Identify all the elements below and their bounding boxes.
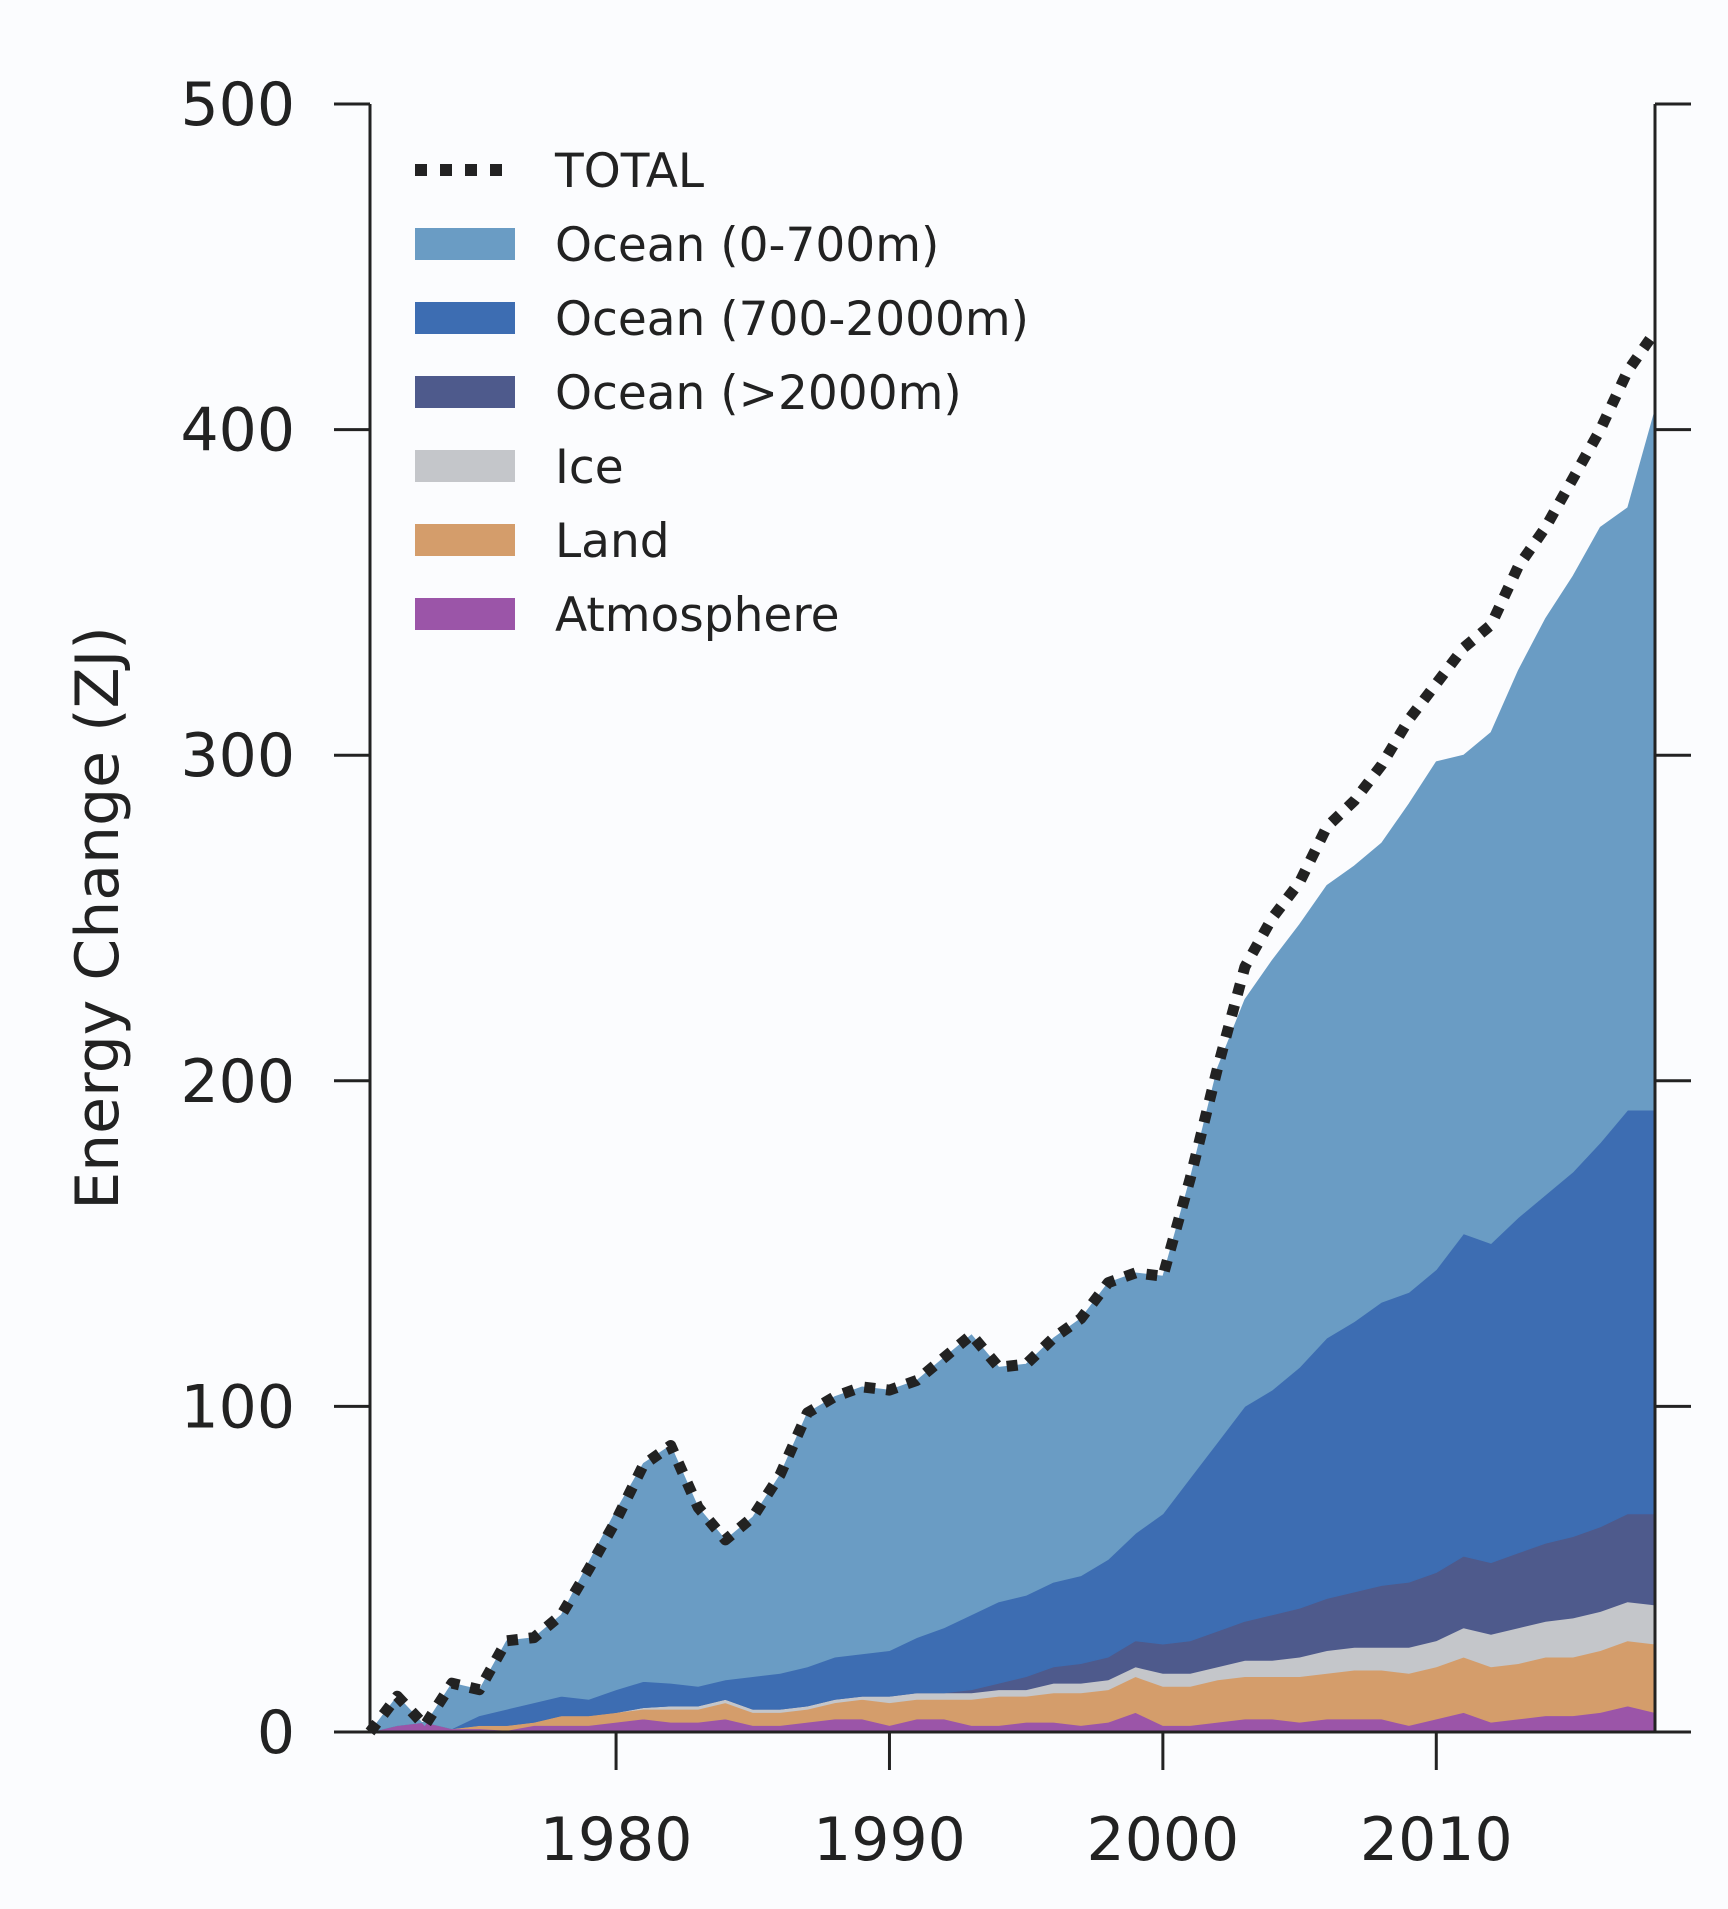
legend-label-atmosphere: Atmosphere [555,588,840,643]
y-tick-label: 300 [180,721,295,791]
x-tick-label: 2000 [1087,1805,1240,1875]
legend-label-ocean-2000m: Ocean (>2000m) [555,366,962,421]
legend-swatch-ice [415,450,515,482]
y-tick-label: 500 [180,70,295,140]
legend-swatch-land [415,524,515,556]
y-axis-title: Energy Change (ZJ) [63,626,133,1210]
legend-label-ocean-0-700m: Ocean (0-700m) [555,218,939,273]
legend-label-land: Land [555,514,670,569]
y-tick-label: 200 [180,1047,295,1117]
y-tick-label: 0 [257,1698,295,1768]
series-line-total [365,328,1660,1736]
legend: TOTAL Ocean (0-700m) Ocean (700-2000m) Ocea… [415,144,1029,643]
y-tick-label: 100 [180,1372,295,1442]
axes: 0 100 200 300 400 500 1980 1990 2000 2010 [180,70,1691,1875]
legend-swatch-atmosphere [415,598,515,630]
legend-label-ice: Ice [555,440,624,495]
x-tick-label: 1980 [540,1805,693,1875]
legend-label-total: TOTAL [554,144,704,199]
legend-swatch-ocean-0-700m [415,228,515,260]
y-tick-label: 400 [180,396,295,466]
stacked-areas [369,409,1656,1733]
legend-swatch-ocean-700-2000m [415,302,515,334]
total-line-layer [365,328,1660,1736]
x-tick-label: 1990 [813,1805,966,1875]
x-tick-label: 2010 [1360,1805,1513,1875]
legend-label-ocean-700-2000m: Ocean (700-2000m) [555,292,1029,347]
legend-swatch-ocean-2000m [415,376,515,408]
